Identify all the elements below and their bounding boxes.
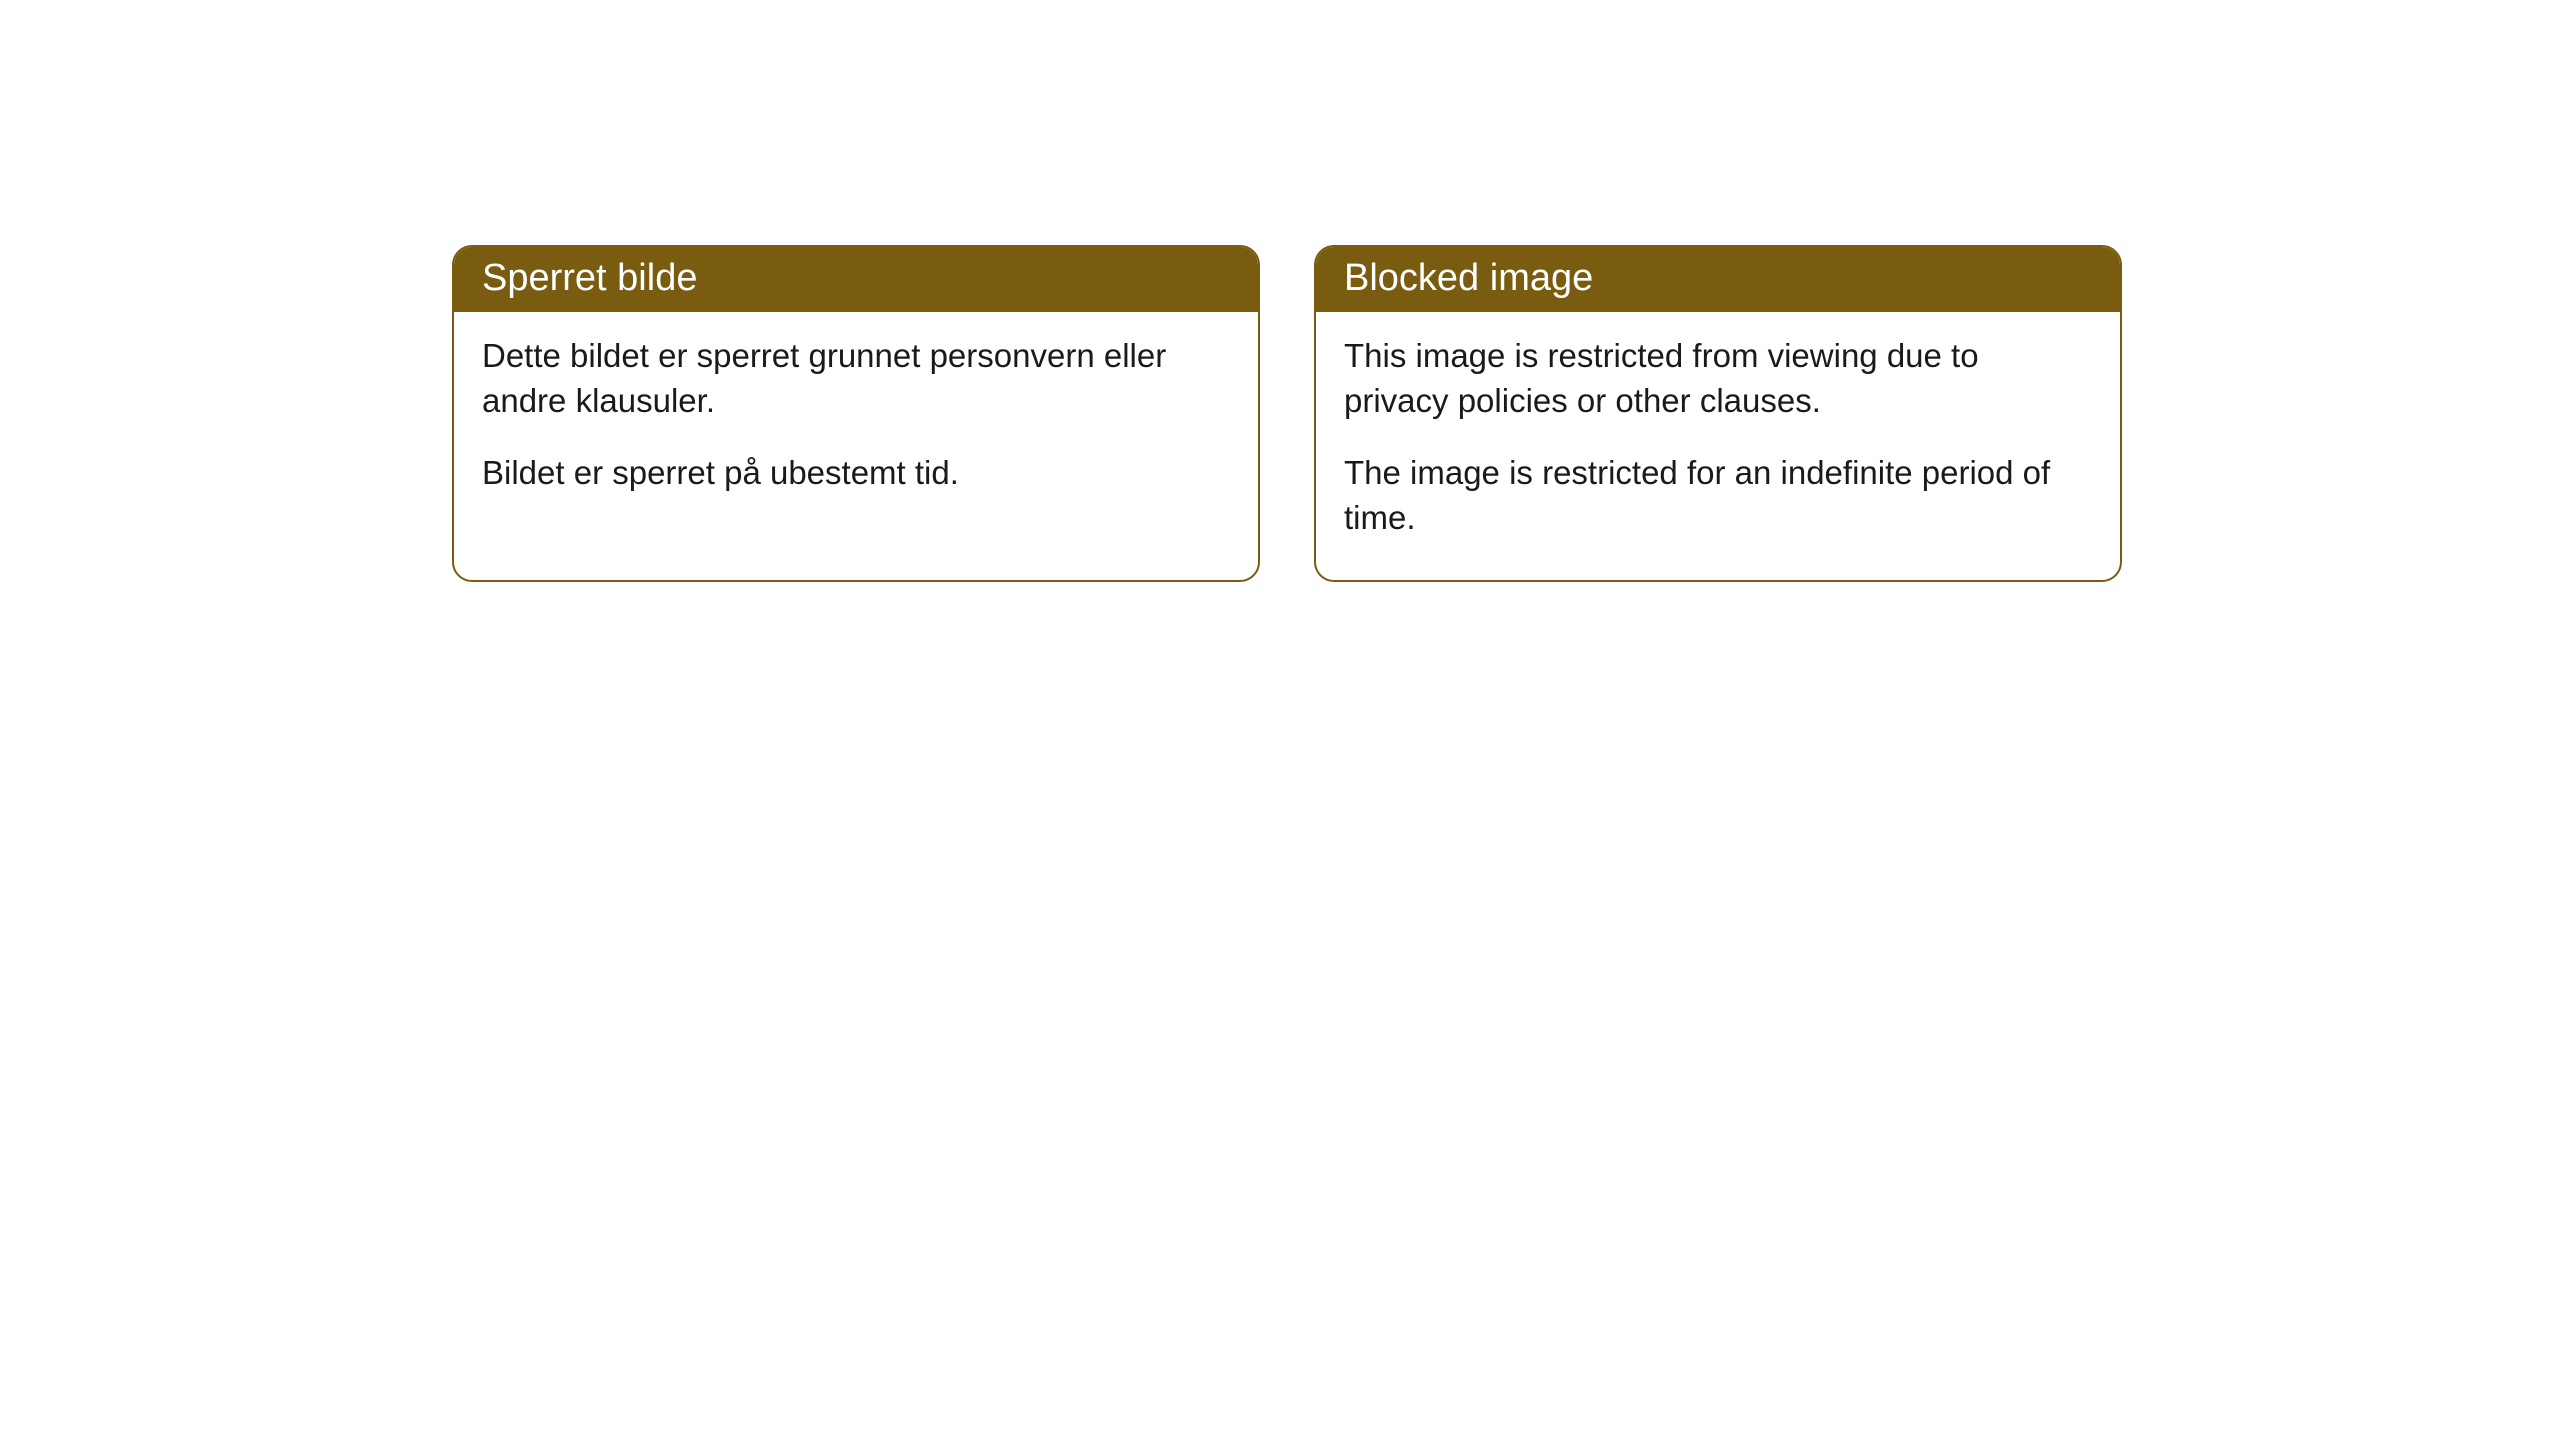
- card-paragraph: Dette bildet er sperret grunnet personve…: [482, 334, 1230, 423]
- notice-cards-container: Sperret bilde Dette bildet er sperret gr…: [452, 245, 2122, 582]
- card-body: This image is restricted from viewing du…: [1316, 312, 2120, 580]
- card-body: Dette bildet er sperret grunnet personve…: [454, 312, 1258, 536]
- card-paragraph: This image is restricted from viewing du…: [1344, 334, 2092, 423]
- card-title: Blocked image: [1316, 247, 2120, 312]
- notice-card-norwegian: Sperret bilde Dette bildet er sperret gr…: [452, 245, 1260, 582]
- card-title: Sperret bilde: [454, 247, 1258, 312]
- notice-card-english: Blocked image This image is restricted f…: [1314, 245, 2122, 582]
- card-paragraph: Bildet er sperret på ubestemt tid.: [482, 451, 1230, 496]
- card-paragraph: The image is restricted for an indefinit…: [1344, 451, 2092, 540]
